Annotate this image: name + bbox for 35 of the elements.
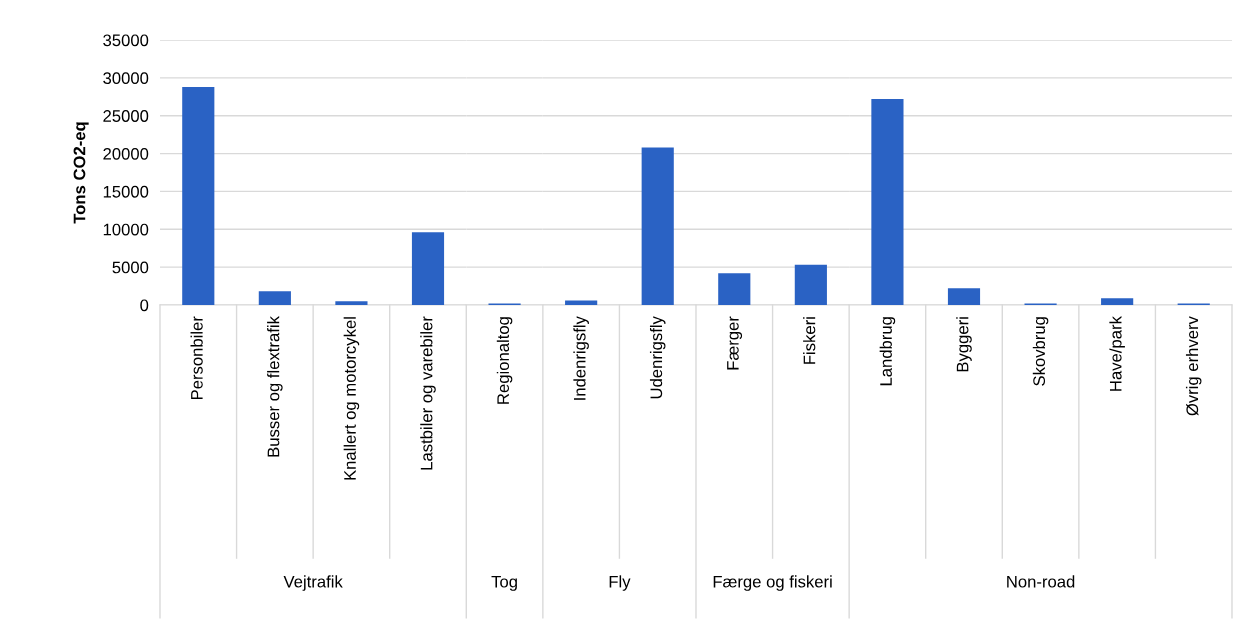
x-tick-label: Byggeri xyxy=(956,317,972,372)
x-axis-title: Non-road xyxy=(1007,575,1075,588)
bar xyxy=(411,232,445,305)
y-tick-label: 30000 xyxy=(103,72,149,85)
x-axis-title: Tog xyxy=(491,575,517,591)
y-tick-label: 20000 xyxy=(103,147,149,160)
x-axis-title: Færge og fiskeri xyxy=(713,575,832,591)
x-tick-label: Indenrigsfly xyxy=(573,316,589,400)
x-tick-label: Færger xyxy=(727,316,743,370)
x-tick-label: Busser og flextrafik xyxy=(267,316,283,457)
y-tick-label: 0 xyxy=(140,299,149,312)
x-tick-label: Skovbrug xyxy=(1032,317,1049,386)
x-axis-title: Vejtrafik xyxy=(283,575,343,591)
bar xyxy=(947,288,981,305)
bar xyxy=(258,291,291,305)
bar xyxy=(1101,298,1134,305)
y-axis-title: Tons CO2-eq xyxy=(73,122,89,224)
x-tick-label: Personbiler xyxy=(190,316,203,400)
y-tick-label: 5000 xyxy=(112,261,149,274)
y-tick-label: 35000 xyxy=(103,34,149,47)
x-tick-label: Øvrig erhverv xyxy=(1185,316,1202,416)
x-tick-label: Landbrug xyxy=(879,317,896,386)
y-tick-label: 15000 xyxy=(103,185,149,198)
bar xyxy=(182,86,215,305)
x-tick-label: Udenrigsfly xyxy=(649,316,666,399)
x-tick-label: Have/park xyxy=(1109,316,1125,391)
bar xyxy=(871,99,904,305)
bar xyxy=(335,301,368,305)
x-tick-label: Knallert og motorcykel xyxy=(343,317,360,480)
y-tick-label: 25000 xyxy=(103,110,149,122)
x-tick-label: Lastbiler og varebiler xyxy=(420,316,436,470)
x-tick-label: Fiskeri xyxy=(803,317,816,364)
x-axis-title: Fly xyxy=(609,575,631,591)
y-tick-label: 10000 xyxy=(103,223,149,236)
x-tick-label: Regionaltog xyxy=(496,317,513,404)
